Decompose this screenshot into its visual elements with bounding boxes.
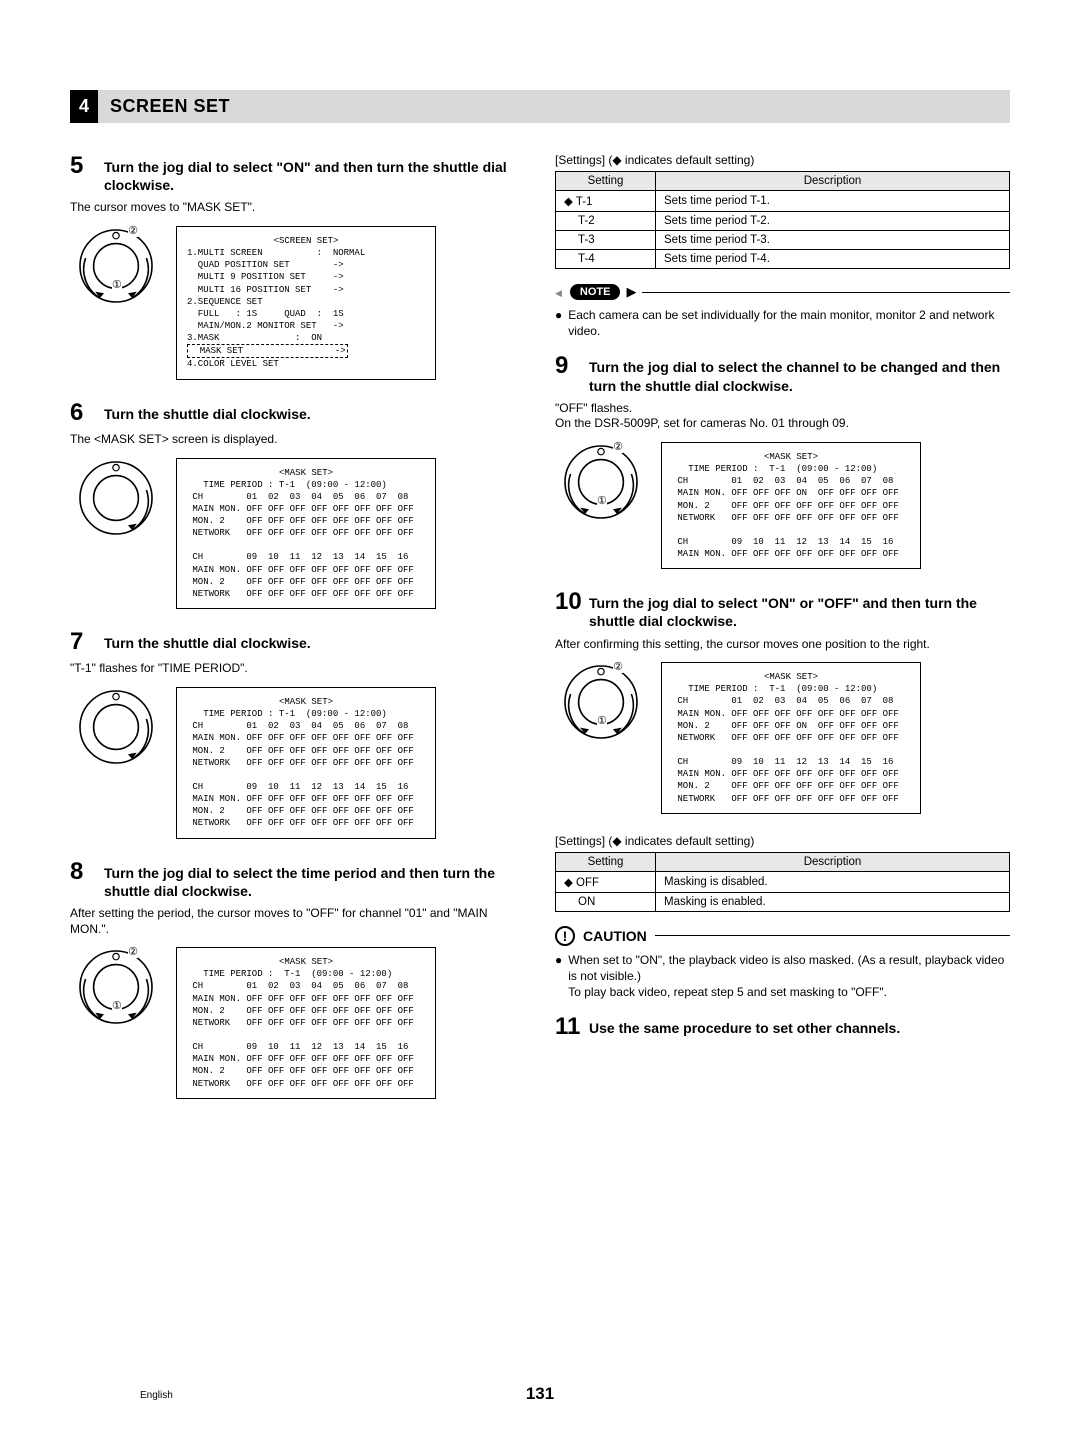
divider-line <box>655 935 1010 936</box>
badge-1: ① <box>597 494 607 507</box>
step-number: 11 <box>555 1014 589 1040</box>
left-column: 5 Turn the jog dial to select "ON" and t… <box>70 153 525 1119</box>
settings-table-1: Setting Description ◆ T-1Sets time perio… <box>555 171 1010 269</box>
step-number: 6 <box>70 400 104 426</box>
step-body: "T-1" flashes for "TIME PERIOD". <box>70 661 525 677</box>
caution-label: CAUTION <box>583 928 647 944</box>
step-title: Turn the jog dial to select "ON" or "OFF… <box>589 589 1010 630</box>
col-description: Description <box>656 172 1010 191</box>
shuttle-dial-icon <box>76 458 156 538</box>
step-8: 8 Turn the jog dial to select the time p… <box>70 859 525 900</box>
table-row: T-2Sets time period T-2. <box>556 212 1010 231</box>
badge-2: ② <box>613 440 623 453</box>
jog-dial-icon: ② ① <box>76 947 156 1027</box>
table-row: ◆ OFFMasking is disabled. <box>556 871 1010 892</box>
note-label: NOTE <box>570 284 621 300</box>
mask-set-display: <MASK SET> TIME PERIOD : T-1 (09:00 - 12… <box>661 662 921 814</box>
badge-1: ① <box>112 278 122 291</box>
jog-dial-icon: ② ① <box>561 662 641 742</box>
bullet-icon: ● <box>555 952 562 1001</box>
caution-header: ! CAUTION <box>555 926 1010 946</box>
step-11: 11 Use the same procedure to set other c… <box>555 1014 1010 1040</box>
badge-1: ① <box>112 999 122 1012</box>
step-10: 10 Turn the jog dial to select "ON" or "… <box>555 589 1010 630</box>
left-triangle-icon <box>555 283 564 301</box>
table-row: ONMasking is enabled. <box>556 892 1010 911</box>
caution-body: ● When set to "ON", the playback video i… <box>555 952 1010 1001</box>
jog-dial-icon: ② ① <box>561 442 641 522</box>
step-body: After confirming this setting, the curso… <box>555 637 1010 653</box>
content-columns: 5 Turn the jog dial to select "ON" and t… <box>70 153 1010 1119</box>
step-7: 7 Turn the shuttle dial clockwise. <box>70 629 525 655</box>
step-number: 10 <box>555 589 589 615</box>
step-5: 5 Turn the jog dial to select "ON" and t… <box>70 153 525 194</box>
caution-icon: ! <box>555 926 575 946</box>
jog-dial-icon: ② ① <box>76 226 156 306</box>
mask-set-display: <MASK SET> TIME PERIOD : T-1 (09:00 - 12… <box>661 442 921 569</box>
badge-1: ① <box>597 714 607 727</box>
step-number: 9 <box>555 353 589 379</box>
section-number: 4 <box>70 90 98 123</box>
right-triangle-icon: ▶ <box>626 284 636 300</box>
step-number: 5 <box>70 153 104 179</box>
page-number: 131 <box>0 1384 1080 1404</box>
badge-2: ② <box>613 660 623 673</box>
table-row: ◆ T-1Sets time period T-1. <box>556 191 1010 212</box>
settings-label: [Settings] (◆ indicates default setting) <box>555 153 1010 167</box>
figure-row: <MASK SET> TIME PERIOD : T-1 (09:00 - 12… <box>76 687 525 839</box>
step-number: 8 <box>70 859 104 885</box>
col-setting: Setting <box>556 852 656 871</box>
step-title: Turn the jog dial to select "ON" and the… <box>104 153 525 194</box>
table-row: T-3Sets time period T-3. <box>556 231 1010 250</box>
screen-set-display: <SCREEN SET>1.MULTI SCREEN : NORMAL QUAD… <box>176 226 436 380</box>
note-header: NOTE ▶ <box>555 283 1010 301</box>
step-title: Turn the shuttle dial clockwise. <box>104 629 311 652</box>
mask-set-display: <MASK SET> TIME PERIOD : T-1 (09:00 - 12… <box>176 458 436 610</box>
step-body: "OFF" flashes. On the DSR-5009P, set for… <box>555 401 1010 432</box>
settings-label: [Settings] (◆ indicates default setting) <box>555 834 1010 848</box>
note-body: ● Each camera can be set individually fo… <box>555 307 1010 339</box>
figure-row: ② ① <MASK SET> TIME PERIOD : T-1 (09:00 … <box>76 947 525 1099</box>
badge-2: ② <box>128 945 138 958</box>
step-title: Turn the jog dial to select the channel … <box>589 353 1010 394</box>
figure-row: <MASK SET> TIME PERIOD : T-1 (09:00 - 12… <box>76 458 525 610</box>
step-number: 7 <box>70 629 104 655</box>
step-6: 6 Turn the shuttle dial clockwise. <box>70 400 525 426</box>
mask-set-display: <MASK SET> TIME PERIOD : T-1 (09:00 - 12… <box>176 947 436 1099</box>
step-9: 9 Turn the jog dial to select the channe… <box>555 353 1010 394</box>
step-title: Turn the shuttle dial clockwise. <box>104 400 311 423</box>
section-header: 4 SCREEN SET <box>70 90 1010 123</box>
step-body: The cursor moves to "MASK SET". <box>70 200 525 216</box>
step-body: After setting the period, the cursor mov… <box>70 906 525 937</box>
mask-set-display: <MASK SET> TIME PERIOD : T-1 (09:00 - 12… <box>176 687 436 839</box>
section-title: SCREEN SET <box>98 90 1010 123</box>
figure-row: ② ① <SCREEN SET>1.MULTI SCREEN : NORMAL … <box>76 226 525 380</box>
divider-line <box>642 292 1010 293</box>
settings-table-2: Setting Description ◆ OFFMasking is disa… <box>555 852 1010 912</box>
step-title: Turn the jog dial to select the time per… <box>104 859 525 900</box>
step-title: Use the same procedure to set other chan… <box>589 1014 900 1037</box>
step-body: The <MASK SET> screen is displayed. <box>70 432 525 448</box>
right-column: [Settings] (◆ indicates default setting)… <box>555 153 1010 1119</box>
col-description: Description <box>656 852 1010 871</box>
figure-row: ② ① <MASK SET> TIME PERIOD : T-1 (09:00 … <box>561 442 1010 569</box>
badge-2: ② <box>128 224 138 237</box>
shuttle-dial-icon <box>76 687 156 767</box>
col-setting: Setting <box>556 172 656 191</box>
table-row: T-4Sets time period T-4. <box>556 250 1010 269</box>
figure-row: ② ① <MASK SET> TIME PERIOD : T-1 (09:00 … <box>561 662 1010 814</box>
bullet-icon: ● <box>555 307 562 339</box>
